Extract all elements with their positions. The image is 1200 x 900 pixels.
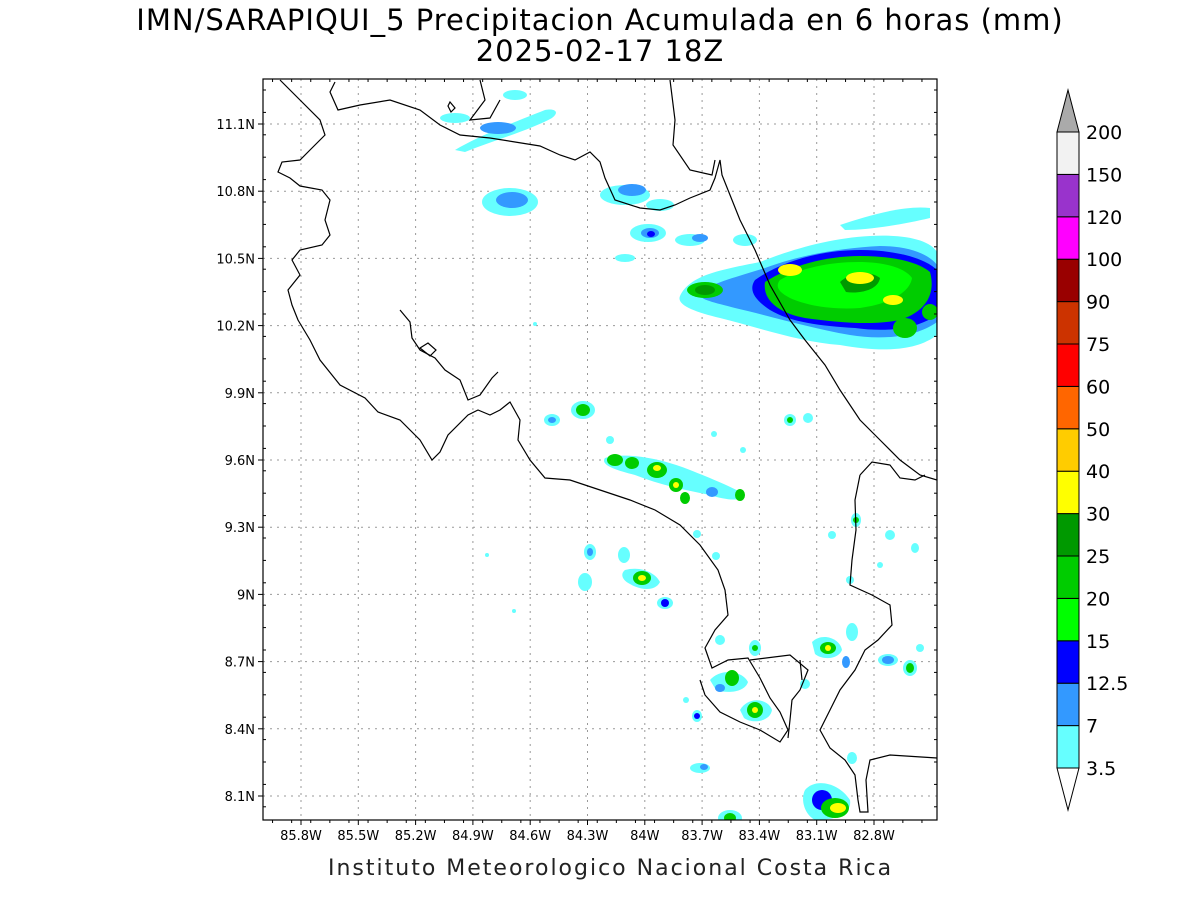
colorbar-swatch <box>1056 470 1080 515</box>
map-title: IMN/SARAPIQUI_5 Precipitacion Acumulada … <box>136 3 1064 37</box>
lat-tick-label: 10.2N <box>216 320 255 335</box>
colorbar-level-label: 120 <box>1086 207 1122 229</box>
colorbar-level-label: 75 <box>1086 334 1110 356</box>
colorbar-swatch <box>1056 385 1080 430</box>
colorbar-labels: 3.5 7 12.5 15 20 25 30 40 50 60 75 90 100 120 150 200 <box>1086 122 1128 780</box>
colorbar-level-label: 40 <box>1086 461 1110 483</box>
colorbar-level-label: 30 <box>1086 504 1110 526</box>
colorbar-level-label: 7 <box>1086 716 1098 738</box>
colorbar-level-label: 20 <box>1086 588 1110 610</box>
colorbar-swatch <box>1056 343 1080 387</box>
lat-tick-label: 8.4N <box>225 723 255 738</box>
colorbar-min-arrow <box>1056 767 1080 812</box>
coastline <box>277 79 937 813</box>
lon-tick-label: 84.6W <box>509 829 551 844</box>
lat-tick-label: 11.1N <box>216 118 255 133</box>
lon-tick-label: 84.9W <box>452 829 494 844</box>
colorbar-swatch <box>1056 597 1080 642</box>
map-subtitle: 2025-02-17 18Z <box>475 34 725 68</box>
lon-tick-label: 85.8W <box>280 829 322 844</box>
colorbar-swatch <box>1056 258 1080 303</box>
colorbar-level-label: 12.5 <box>1086 673 1128 695</box>
colorbar-swatch <box>1056 216 1080 260</box>
lon-tick-label: 82.8W <box>853 829 895 844</box>
lon-tick-label: 85.5W <box>337 829 379 844</box>
lat-tick-label: 10.8N <box>216 185 255 200</box>
colorbar-level-label: 200 <box>1086 122 1122 144</box>
precipitation-field <box>440 90 937 820</box>
colorbar-level-label: 150 <box>1086 164 1122 186</box>
colorbar-level-label: 50 <box>1086 419 1110 441</box>
colorbar-swatch <box>1056 513 1080 557</box>
lon-tick-label: 84.3W <box>567 829 609 844</box>
precip-cell-northeast-band <box>679 207 937 350</box>
lat-tick-label: 10.5N <box>216 252 255 267</box>
lat-tick-label: 9N <box>237 588 255 603</box>
precip-cells-south <box>485 513 924 820</box>
colorbar-level-label: 3.5 <box>1086 758 1116 780</box>
colorbar-swatch <box>1056 555 1080 599</box>
colorbar-level-label: 60 <box>1086 376 1110 398</box>
colorbar-level-label: 25 <box>1086 546 1110 568</box>
precip-cells-central <box>544 401 813 538</box>
colorbar-swatch <box>1056 131 1080 175</box>
lat-tick-label: 8.7N <box>225 656 255 671</box>
lon-tick-label: 83.4W <box>738 829 780 844</box>
latitude-labels: 11.1N 10.8N 10.5N 10.2N 9.9N 9.6N 9.3N 9N 8.7N 8.… <box>216 118 255 805</box>
axis-ticks <box>258 79 937 825</box>
colorbar-swatch <box>1056 725 1080 769</box>
map-grid <box>263 79 937 820</box>
lon-tick-label: 83.7W <box>681 829 723 844</box>
precip-cells-north <box>440 90 757 326</box>
colorbar-swatch <box>1056 682 1080 727</box>
colorbar-level-label: 100 <box>1086 249 1122 271</box>
lat-tick-label: 9.3N <box>225 521 255 536</box>
lat-tick-label: 8.1N <box>225 790 255 805</box>
lon-tick-label: 85.2W <box>395 829 437 844</box>
colorbar-swatch <box>1056 301 1080 345</box>
colorbar-level-label: 90 <box>1086 292 1110 314</box>
colorbar-max-arrow <box>1056 88 1080 133</box>
lat-tick-label: 9.9N <box>225 387 255 402</box>
colorbar-swatch <box>1056 640 1080 684</box>
lon-tick-label: 83.1W <box>796 829 838 844</box>
lon-tick-label: 84W <box>630 829 660 844</box>
footer-credit: Instituto Meteorologico Nacional Costa R… <box>328 856 894 881</box>
colorbar-level-label: 15 <box>1086 631 1110 653</box>
lat-tick-label: 9.6N <box>225 454 255 469</box>
colorbar-swatch <box>1056 428 1080 472</box>
map-frame <box>262 78 938 821</box>
colorbar-swatch <box>1056 173 1080 218</box>
colorbar <box>1056 88 1080 812</box>
longitude-labels: 85.8W 85.5W 85.2W 84.9W 84.6W 84.3W 84W 83.7W 83… <box>280 829 895 844</box>
